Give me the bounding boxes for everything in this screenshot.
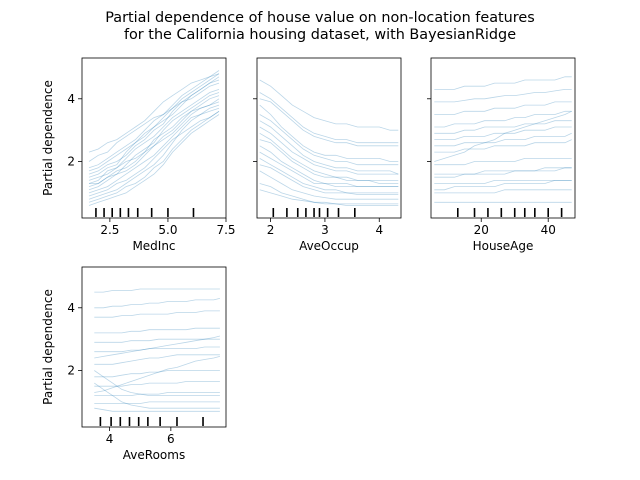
subplot-averooms: 2 4 4 6 AveRooms Partial dependence: [41, 266, 227, 462]
ice-line: [434, 110, 572, 128]
ice-line: [259, 189, 399, 206]
ice-line: [434, 139, 572, 153]
ice-line: [94, 381, 220, 387]
ice-line: [259, 79, 399, 131]
ice-line: [434, 167, 572, 178]
axes-frame: [81, 57, 227, 219]
x-tick-label: 2: [267, 223, 275, 237]
figure-title-line1: Partial dependence of house value on non…: [105, 10, 535, 26]
ice-line: [94, 370, 220, 397]
ice-line: [88, 101, 220, 184]
ice-line: [259, 183, 399, 205]
x-tick-label: 5.0: [158, 223, 177, 237]
ice-line: [94, 382, 220, 409]
ice-line: [434, 110, 572, 162]
ice-line: [434, 132, 572, 147]
axes-frame: [430, 57, 576, 219]
ice-line: [259, 126, 399, 175]
ice-line: [94, 370, 220, 378]
ice-line: [434, 126, 572, 141]
ice-line: [88, 107, 220, 194]
ice-line: [94, 310, 220, 318]
ice-line: [94, 288, 220, 293]
x-tick-label: 6: [167, 432, 175, 446]
ice-line: [88, 73, 220, 153]
ice-line: [88, 98, 220, 191]
x-axis-label: AveOccup: [299, 239, 359, 253]
ice-line: [434, 179, 572, 184]
ice-line: [94, 346, 220, 353]
ice-line: [88, 79, 220, 175]
x-tick-label: 3: [321, 223, 329, 237]
ice-line: [88, 89, 220, 181]
ice-line: [259, 114, 399, 166]
ice-line: [88, 110, 220, 197]
ice-line: [259, 132, 399, 181]
ice-line: [434, 179, 572, 191]
ice-line: [434, 89, 572, 103]
ice-line: [88, 104, 220, 200]
ice-line: [434, 120, 572, 134]
figure-title-line2: for the California housing dataset, with…: [124, 27, 516, 43]
ice-line: [94, 401, 220, 404]
ice-line: [88, 70, 220, 162]
ice-line: [88, 110, 220, 203]
y-axis-label: Partial dependence: [41, 289, 55, 405]
ice-line: [94, 327, 220, 334]
ice-line: [89, 92, 220, 184]
ice-line: [259, 98, 399, 147]
ice-line: [94, 392, 220, 397]
ice-line: [94, 356, 220, 393]
ice-line: [259, 139, 399, 184]
ice-line: [434, 167, 572, 175]
y-tick-label: 2: [67, 155, 75, 169]
x-tick-label: 4: [106, 432, 114, 446]
ice-line: [94, 407, 220, 412]
ice-line: [94, 298, 220, 309]
ice-line: [259, 170, 399, 200]
ice-line: [259, 145, 399, 188]
ice-line: [434, 189, 572, 194]
ice-line: [259, 104, 399, 162]
ice-line: [259, 151, 399, 188]
ice-line: [88, 76, 220, 172]
y-axis-label: Partial dependence: [41, 80, 55, 196]
ice-line: [434, 101, 572, 115]
ice-line: [434, 76, 572, 90]
y-tick-label: 4: [67, 92, 75, 106]
x-axis-label: HouseAge: [473, 239, 534, 253]
subplot-medinc: 2 4 2.5 5.0 7.5 MedInc Partial dependence: [41, 57, 236, 253]
x-tick-label: 4: [375, 223, 383, 237]
y-tick-label: 4: [67, 301, 75, 315]
y-tick-label: 2: [67, 364, 75, 378]
x-tick-label: 7.5: [216, 223, 235, 237]
ice-line: [94, 335, 220, 359]
axes-frame: [256, 57, 402, 219]
ice-line: [94, 338, 220, 343]
ice-line: [259, 92, 399, 144]
x-axis-label: AveRooms: [123, 448, 185, 462]
ice-line: [259, 158, 399, 194]
ice-line: [94, 354, 220, 365]
ice-line: [259, 120, 399, 175]
ice-line: [88, 114, 220, 206]
ice-line: [88, 73, 220, 169]
x-tick-label: 20: [474, 223, 489, 237]
x-axis-label: MedInc: [132, 239, 175, 253]
subplot-houseage: 20 40 HouseAge: [427, 57, 576, 253]
x-tick-label: 40: [541, 223, 556, 237]
ice-line: [434, 157, 572, 166]
subplot-aveoccup: 2 3 4 AveOccup: [253, 57, 402, 253]
ice-line: [88, 95, 220, 187]
ice-line: [259, 164, 399, 195]
x-tick-label: 2.5: [100, 223, 119, 237]
axes-frame: [81, 266, 227, 428]
ice-line: [88, 82, 220, 178]
